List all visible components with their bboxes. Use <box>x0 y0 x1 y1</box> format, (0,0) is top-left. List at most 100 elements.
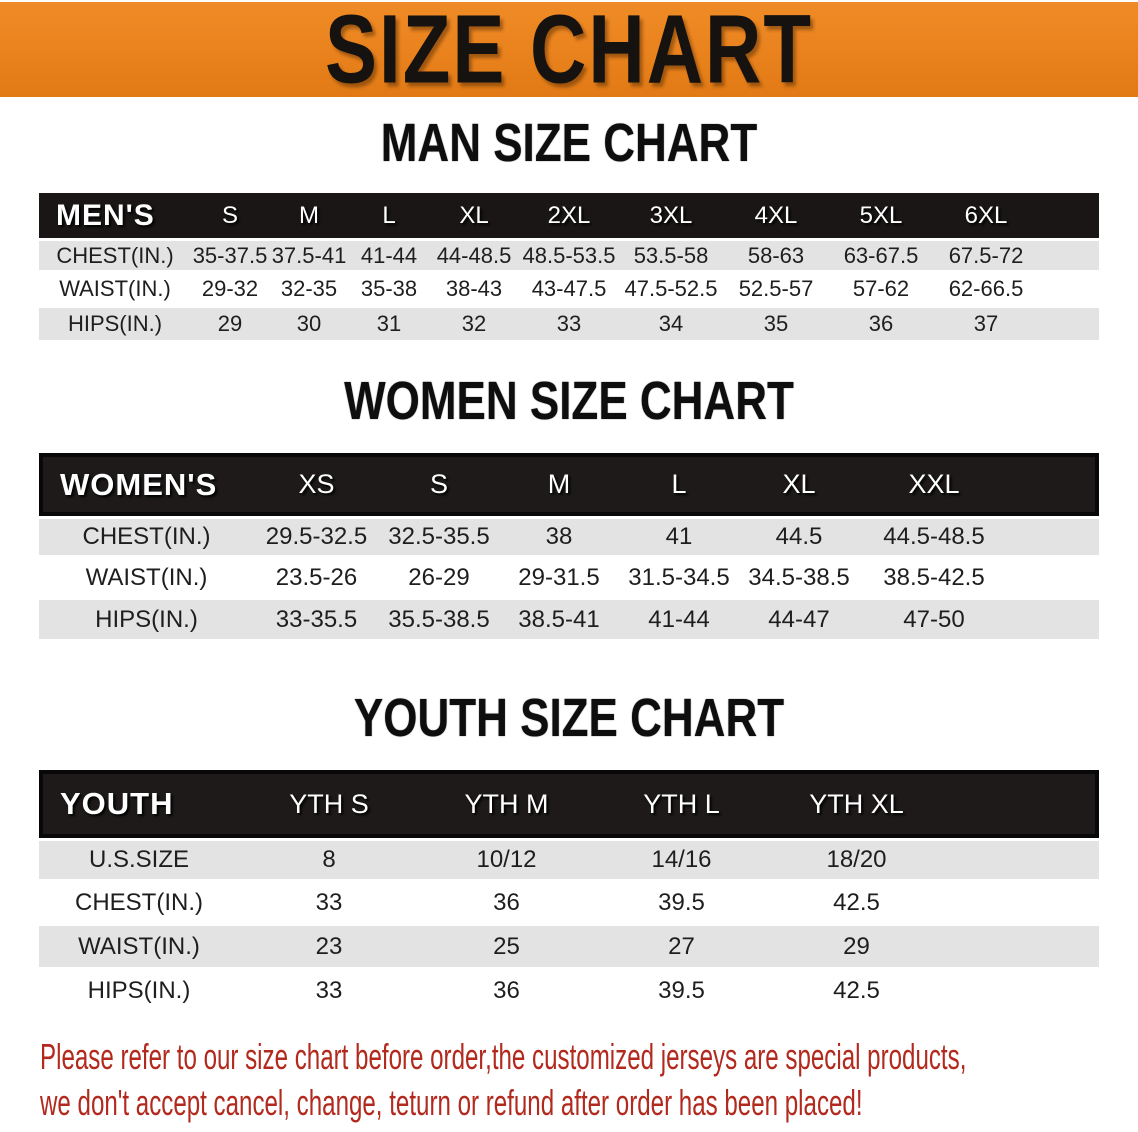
table-row: HIPS(IN.) 33-35.5 35.5-38.5 38.5-41 41-44 44-… <box>39 600 1099 642</box>
size-value-cell: 63-67.5 <box>829 238 933 273</box>
table-header-row: WOMEN'S XS S M L XL XXL <box>39 453 1099 516</box>
size-value-cell: 23 <box>239 926 419 970</box>
size-value-cell: 34 <box>619 308 723 343</box>
size-value-cell: 41-44 <box>349 238 429 273</box>
size-value-cell: 44-48.5 <box>429 238 519 273</box>
size-value-cell: 41-44 <box>619 600 739 642</box>
size-value-cell: 62-66.5 <box>933 273 1039 308</box>
size-value-cell: 36 <box>829 308 933 343</box>
row-label: CHEST(IN.) <box>39 516 254 558</box>
size-value-cell: 10/12 <box>419 838 594 882</box>
size-value-cell: 33 <box>239 882 419 926</box>
size-value-cell: 36 <box>419 970 594 1014</box>
size-value-cell: 29-32 <box>191 273 269 308</box>
men-size-table-host: MEN'S S M L XL 2XL 3XL 4XL 5XL 6XL CHEST(IN.) 35-37… <box>0 193 1138 343</box>
size-value-cell: 37 <box>933 308 1039 343</box>
size-value-cell: 41 <box>619 516 739 558</box>
table-row: HIPS(IN.) 33 36 39.5 42.5 <box>39 970 1099 1014</box>
size-column-header: XL <box>429 193 519 238</box>
table-row: U.S.SIZE 8 10/12 14/16 18/20 <box>39 838 1099 882</box>
size-value-cell: 33-35.5 <box>254 600 379 642</box>
size-value-cell: 58-63 <box>723 238 829 273</box>
row-label: CHEST(IN.) <box>39 882 239 926</box>
size-chart-banner: SIZE CHART <box>0 0 1138 104</box>
youth-section-heading: YOUTH SIZE CHART <box>353 688 785 749</box>
row-label: CHEST(IN.) <box>39 238 191 273</box>
row-label: HIPS(IN.) <box>39 600 254 642</box>
size-value-cell: 35 <box>723 308 829 343</box>
size-column-header: YTH L <box>594 770 769 838</box>
row-label: U.S.SIZE <box>39 838 239 882</box>
table-filler-cell <box>1039 238 1099 273</box>
men-section-heading: MAN SIZE CHART <box>380 113 758 174</box>
size-value-cell: 43-47.5 <box>519 273 619 308</box>
size-value-cell: 47.5-52.5 <box>619 273 723 308</box>
table-row: CHEST(IN.) 35-37.5 37.5-41 41-44 44-48.5 48.5… <box>39 238 1099 273</box>
table-title-cell: WOMEN'S <box>39 453 254 516</box>
disclaimer-line-1: Please refer to our size chart before or… <box>40 1036 967 1077</box>
size-column-header: M <box>269 193 349 238</box>
size-value-cell: 27 <box>594 926 769 970</box>
table-row: CHEST(IN.) 29.5-32.5 32.5-35.5 38 41 44.5 44.5… <box>39 516 1099 558</box>
size-value-cell: 39.5 <box>594 970 769 1014</box>
size-value-cell: 33 <box>239 970 419 1014</box>
row-label: WAIST(IN.) <box>39 558 254 600</box>
youth-size-table-host: YOUTH YTH S YTH M YTH L YTH XL U.S.SIZE 8 10/12… <box>0 770 1138 1014</box>
size-value-cell: 14/16 <box>594 838 769 882</box>
size-column-header: YTH M <box>419 770 594 838</box>
youth-size-section: YOUTH SIZE CHART YOUTH YTH S YTH M YTH L YTH… <box>0 689 1138 1014</box>
size-value-cell: 44.5-48.5 <box>859 516 1009 558</box>
table-filler-cell <box>944 882 1099 926</box>
table-filler-cell <box>1039 308 1099 343</box>
table-filler-cell <box>944 970 1099 1014</box>
size-column-header: M <box>499 453 619 516</box>
size-column-header: 3XL <box>619 193 723 238</box>
women-size-section: WOMEN SIZE CHART WOMEN'S XS S M L XL XXL CHEST(… <box>0 372 1138 642</box>
size-value-cell: 38 <box>499 516 619 558</box>
size-value-cell: 38.5-41 <box>499 600 619 642</box>
women-section-heading: WOMEN SIZE CHART <box>344 371 794 432</box>
size-column-header: XS <box>254 453 379 516</box>
men-size-section: MAN SIZE CHART MEN'S S M L XL 2XL 3XL 4XL 5XL 6XL… <box>0 114 1138 343</box>
size-value-cell: 23.5-26 <box>254 558 379 600</box>
size-column-header: YTH S <box>239 770 419 838</box>
size-value-cell: 25 <box>419 926 594 970</box>
size-value-cell: 35-37.5 <box>191 238 269 273</box>
size-value-cell: 38-43 <box>429 273 519 308</box>
table-row: HIPS(IN.) 29 30 31 32 33 34 35 36 37 <box>39 308 1099 343</box>
row-label: HIPS(IN.) <box>39 970 239 1014</box>
youth-size-table: YOUTH YTH S YTH M YTH L YTH XL U.S.SIZE 8 10/12… <box>39 770 1099 1014</box>
size-value-cell: 32-35 <box>269 273 349 308</box>
size-value-cell: 29-31.5 <box>499 558 619 600</box>
size-column-header: YTH XL <box>769 770 944 838</box>
size-column-header: L <box>619 453 739 516</box>
size-column-header: XL <box>739 453 859 516</box>
size-column-header: 6XL <box>933 193 1039 238</box>
size-value-cell: 32.5-35.5 <box>379 516 499 558</box>
size-column-header: S <box>379 453 499 516</box>
size-value-cell: 38.5-42.5 <box>859 558 1009 600</box>
table-row: CHEST(IN.) 33 36 39.5 42.5 <box>39 882 1099 926</box>
size-value-cell: 47-50 <box>859 600 1009 642</box>
size-column-header: XXL <box>859 453 1009 516</box>
table-title-cell: MEN'S <box>39 193 191 238</box>
size-value-cell: 35-38 <box>349 273 429 308</box>
table-filler-cell <box>1009 453 1099 516</box>
row-label: HIPS(IN.) <box>39 308 191 343</box>
table-filler-cell <box>1039 273 1099 308</box>
table-row: WAIST(IN.) 23 25 27 29 <box>39 926 1099 970</box>
size-value-cell: 29.5-32.5 <box>254 516 379 558</box>
size-value-cell: 29 <box>191 308 269 343</box>
table-title-cell: YOUTH <box>39 770 239 838</box>
table-filler-cell <box>1009 600 1099 642</box>
disclaimer: Please refer to our size chart before or… <box>40 1034 1138 1126</box>
size-value-cell: 32 <box>429 308 519 343</box>
women-size-table-host: WOMEN'S XS S M L XL XXL CHEST(IN.) 29.5-32.5 32.5… <box>0 453 1138 642</box>
size-value-cell: 31.5-34.5 <box>619 558 739 600</box>
size-value-cell: 18/20 <box>769 838 944 882</box>
size-value-cell: 44.5 <box>739 516 859 558</box>
size-value-cell: 31 <box>349 308 429 343</box>
size-column-header: S <box>191 193 269 238</box>
table-header-row: YOUTH YTH S YTH M YTH L YTH XL <box>39 770 1099 838</box>
